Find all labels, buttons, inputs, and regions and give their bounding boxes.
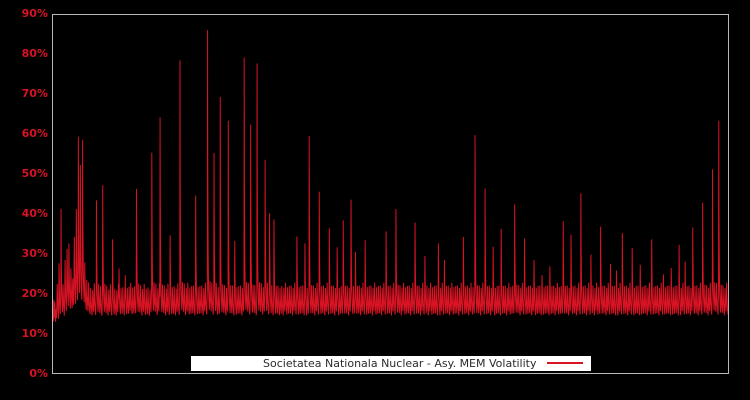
y-tick-label: 40% (21, 207, 48, 220)
series-line-volatility (53, 30, 728, 322)
y-tick-label: 80% (21, 47, 48, 60)
legend: Societatea Nationala Nuclear - Asy. MEM … (52, 352, 729, 374)
y-tick-label: 90% (21, 7, 48, 20)
legend-inner: Societatea Nationala Nuclear - Asy. MEM … (190, 355, 591, 371)
y-tick-label: 30% (21, 247, 48, 260)
y-tick-label: 10% (21, 327, 48, 340)
y-tick-label: 60% (21, 127, 48, 140)
y-tick-label: 0% (29, 367, 48, 380)
y-axis: 90% 80% 70% 60% 50% 40% 30% 20% 10% 0% (0, 0, 48, 400)
plot-area (52, 14, 729, 374)
y-tick-label: 50% (21, 167, 48, 180)
y-tick-label: 70% (21, 87, 48, 100)
series-plot (53, 15, 728, 373)
legend-label: Societatea Nationala Nuclear - Asy. MEM … (263, 356, 537, 370)
y-tick-label: 20% (21, 287, 48, 300)
legend-line-swatch (546, 362, 583, 364)
